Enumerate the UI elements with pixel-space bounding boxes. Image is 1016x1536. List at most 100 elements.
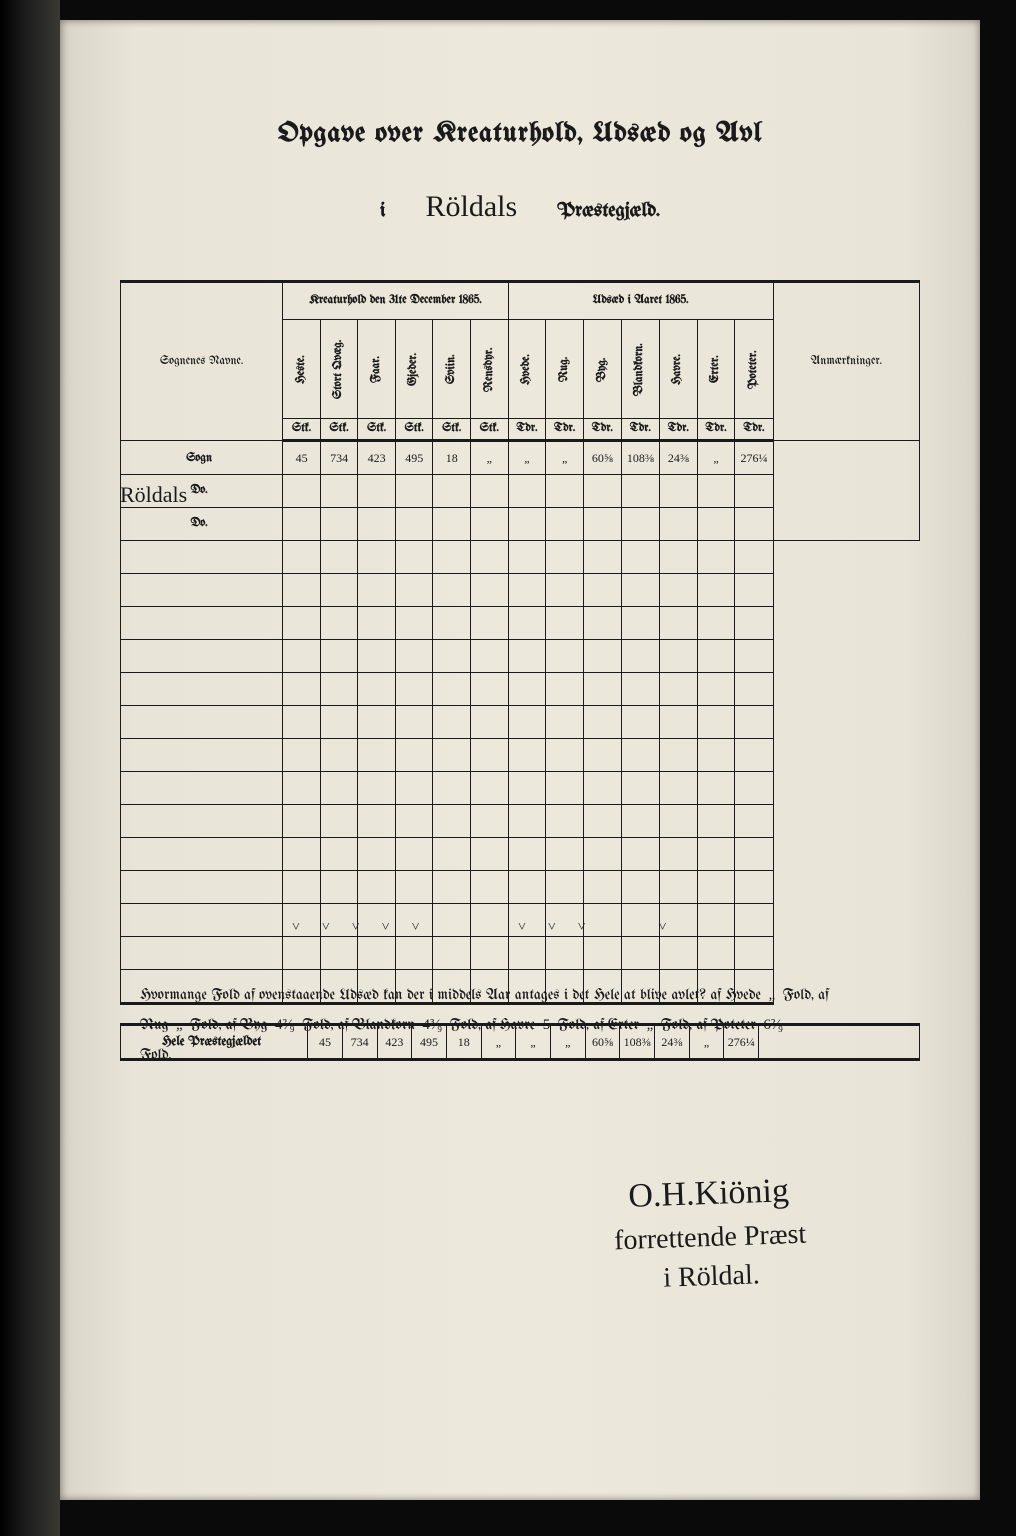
erow6-c3 <box>395 739 433 772</box>
erow1-label <box>121 574 283 607</box>
erow2-c4 <box>433 607 471 640</box>
f1: Fold, af <box>783 987 829 1003</box>
erow8-c1 <box>320 805 358 838</box>
erow6-c6 <box>508 739 546 772</box>
erow5-c0 <box>283 706 321 739</box>
l-bland: Blandkorn <box>352 1017 415 1033</box>
erow6-c1 <box>320 739 358 772</box>
erow0-label <box>121 541 283 574</box>
r1v0: 45 <box>283 441 321 475</box>
unit-1: Stk. <box>320 419 358 441</box>
data-row-3-c9 <box>621 508 659 541</box>
erow0-c8 <box>584 541 622 574</box>
erow4-c3 <box>395 673 433 706</box>
erow4-c2 <box>358 673 396 706</box>
erow8-c7 <box>546 805 584 838</box>
page-title: Opgave over Kreaturhold, Udsæd og Avl <box>60 120 980 149</box>
erow3-c11 <box>697 640 735 673</box>
erow10-c2 <box>358 871 396 904</box>
data-row-3-c7 <box>546 508 584 541</box>
col-9: Blandkorn. <box>621 320 659 419</box>
erow0-c6 <box>508 541 546 574</box>
label-i: i <box>380 201 385 222</box>
erow4-c0 <box>283 673 321 706</box>
r1v7: „ <box>546 441 584 475</box>
erow4-c5 <box>471 673 509 706</box>
erow5-c4 <box>433 706 471 739</box>
erow12-c7 <box>546 937 584 970</box>
l-byg: Byg <box>240 1017 267 1033</box>
data-row-2-c4 <box>433 475 471 508</box>
erow1-c11 <box>697 574 735 607</box>
erow0-c12 <box>735 541 773 574</box>
footer-text: Hvormange Fold af ovenstaaende Udsæd kan… <box>140 980 920 1070</box>
erow3-c5 <box>471 640 509 673</box>
foot-hvede-v: „ <box>768 987 775 1003</box>
r1v5: „ <box>471 441 509 475</box>
r1v11: „ <box>697 441 735 475</box>
erow3-label <box>121 640 283 673</box>
r1v4: 18 <box>433 441 471 475</box>
erow7-c1 <box>320 772 358 805</box>
l-erter: Erter <box>608 1017 640 1033</box>
col-6: Hvede. <box>508 320 546 419</box>
data-row-2-c0 <box>283 475 321 508</box>
f2: Fold, af <box>190 1017 236 1033</box>
erow11-c11 <box>697 904 735 937</box>
erow1-c7 <box>546 574 584 607</box>
paper-sheet: Opgave over Kreaturhold, Udsæd og Avl i … <box>60 20 980 1500</box>
erow7-c3 <box>395 772 433 805</box>
erow8-c2 <box>358 805 396 838</box>
erow12-label <box>121 937 283 970</box>
col-group-livestock: Kreaturhold den 31te December 1865. <box>283 282 508 320</box>
erow1-c4 <box>433 574 471 607</box>
v-bland: 4³⁄₉ <box>423 1017 443 1033</box>
data-row-2-c9 <box>621 475 659 508</box>
erow8-label <box>121 805 283 838</box>
data-row-2-c2 <box>358 475 396 508</box>
f4: Fold, af <box>450 1017 496 1033</box>
erow3-c1 <box>320 640 358 673</box>
erow10-c10 <box>659 871 697 904</box>
erow0-c5 <box>471 541 509 574</box>
erow2-label <box>121 607 283 640</box>
erow5-c1 <box>320 706 358 739</box>
signature-block: O.H.Kiönig forrettende Præst i Röldal. <box>498 1163 922 1304</box>
erow7-c0 <box>283 772 321 805</box>
erow1-c12 <box>735 574 773 607</box>
erow5-c9 <box>621 706 659 739</box>
erow12-c5 <box>471 937 509 970</box>
l-havre: Havre <box>500 1017 536 1033</box>
unit-2: Stk. <box>358 419 396 441</box>
erow2-c8 <box>584 607 622 640</box>
unit-11: Tdr. <box>697 419 735 441</box>
erow7-c2 <box>358 772 396 805</box>
erow0-c1 <box>320 541 358 574</box>
erow5-c5 <box>471 706 509 739</box>
erow7-c5 <box>471 772 509 805</box>
col-7: Rug. <box>546 320 584 419</box>
erow4-c10 <box>659 673 697 706</box>
f3: Fold, af <box>302 1017 348 1033</box>
erow10-c4 <box>433 871 471 904</box>
erow11-label <box>121 904 283 937</box>
f6: Fold, af <box>661 1017 707 1033</box>
erow10-c12 <box>735 871 773 904</box>
row1-parish-script: Röldals <box>120 482 187 508</box>
book-binding <box>0 0 60 1536</box>
erow2-c11 <box>697 607 735 640</box>
erow2-c2 <box>358 607 396 640</box>
f7: Fold. <box>140 1047 171 1063</box>
erow4-c4 <box>433 673 471 706</box>
erow9-c10 <box>659 838 697 871</box>
erow7-label <box>121 772 283 805</box>
data-row-3-c12 <box>735 508 773 541</box>
erow5-c7 <box>546 706 584 739</box>
r1v12: 276¼ <box>735 441 773 475</box>
col-11: Erter. <box>697 320 735 419</box>
erow4-c7 <box>546 673 584 706</box>
erow9-c7 <box>546 838 584 871</box>
erow4-c1 <box>320 673 358 706</box>
erow3-c9 <box>621 640 659 673</box>
erow6-c12 <box>735 739 773 772</box>
